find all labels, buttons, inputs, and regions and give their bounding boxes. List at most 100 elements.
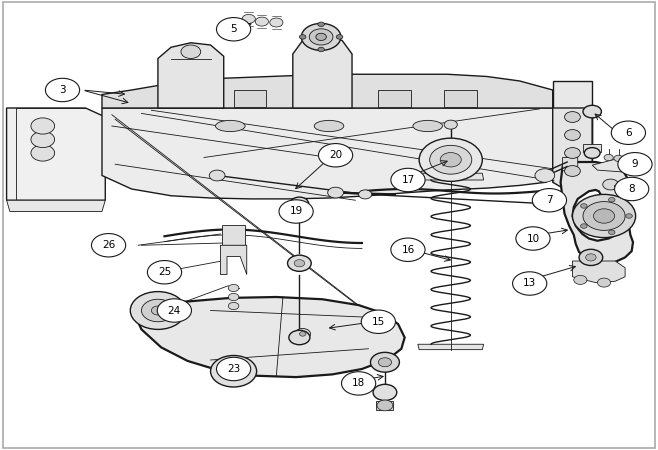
Polygon shape <box>102 108 553 199</box>
Text: 25: 25 <box>158 267 171 277</box>
Circle shape <box>288 255 311 271</box>
Circle shape <box>565 130 580 140</box>
Circle shape <box>533 199 546 208</box>
Circle shape <box>604 154 613 161</box>
Circle shape <box>336 35 343 39</box>
Circle shape <box>535 169 555 182</box>
Circle shape <box>391 168 425 192</box>
Circle shape <box>130 292 186 329</box>
Circle shape <box>516 227 550 250</box>
Polygon shape <box>583 144 601 152</box>
Polygon shape <box>293 36 352 108</box>
Polygon shape <box>132 297 405 377</box>
Circle shape <box>373 384 397 400</box>
Circle shape <box>31 131 55 148</box>
Polygon shape <box>7 108 105 200</box>
Circle shape <box>378 358 392 367</box>
Circle shape <box>361 310 395 333</box>
Polygon shape <box>168 90 201 107</box>
Text: 17: 17 <box>401 175 415 185</box>
Circle shape <box>597 278 611 287</box>
Circle shape <box>391 238 425 261</box>
Circle shape <box>289 330 310 345</box>
Circle shape <box>584 148 600 158</box>
Circle shape <box>565 166 580 176</box>
Circle shape <box>580 204 587 208</box>
Circle shape <box>583 105 601 118</box>
Circle shape <box>31 118 55 134</box>
Circle shape <box>151 306 164 315</box>
Polygon shape <box>572 261 625 283</box>
Circle shape <box>301 23 341 50</box>
Circle shape <box>216 18 251 41</box>
Polygon shape <box>7 200 105 212</box>
Circle shape <box>370 352 399 372</box>
Circle shape <box>147 261 182 284</box>
Circle shape <box>141 299 174 322</box>
Circle shape <box>532 189 567 212</box>
Text: 15: 15 <box>372 317 385 327</box>
Circle shape <box>228 368 239 375</box>
Text: 13: 13 <box>523 279 536 288</box>
Circle shape <box>359 190 372 199</box>
Text: 20: 20 <box>329 150 342 160</box>
Circle shape <box>611 121 645 144</box>
Circle shape <box>565 148 580 158</box>
Circle shape <box>626 214 632 218</box>
Polygon shape <box>561 162 633 263</box>
Circle shape <box>603 179 619 190</box>
Circle shape <box>299 35 306 39</box>
Polygon shape <box>418 173 484 180</box>
Circle shape <box>228 302 239 310</box>
Circle shape <box>318 22 324 27</box>
Polygon shape <box>220 245 247 274</box>
Circle shape <box>565 112 580 122</box>
Circle shape <box>228 293 239 301</box>
Polygon shape <box>158 43 224 108</box>
Circle shape <box>295 328 311 339</box>
Circle shape <box>609 198 615 202</box>
Circle shape <box>580 224 587 228</box>
Circle shape <box>440 153 461 167</box>
Polygon shape <box>234 90 266 107</box>
Text: 23: 23 <box>227 364 240 374</box>
Circle shape <box>579 249 603 266</box>
Circle shape <box>430 145 472 174</box>
Ellipse shape <box>215 120 245 131</box>
Circle shape <box>157 299 191 322</box>
Text: 6: 6 <box>625 128 632 138</box>
Circle shape <box>91 234 126 257</box>
Text: 18: 18 <box>352 378 365 388</box>
Circle shape <box>444 120 457 129</box>
Circle shape <box>181 45 201 58</box>
Polygon shape <box>563 158 578 171</box>
Circle shape <box>614 155 623 162</box>
Polygon shape <box>418 344 484 350</box>
Text: 10: 10 <box>526 234 540 243</box>
Circle shape <box>290 197 309 210</box>
Circle shape <box>513 272 547 295</box>
Text: 19: 19 <box>290 207 303 216</box>
Circle shape <box>228 284 239 292</box>
Text: 9: 9 <box>632 159 638 169</box>
Text: 26: 26 <box>102 240 115 250</box>
Circle shape <box>209 170 225 181</box>
Polygon shape <box>553 108 592 190</box>
Polygon shape <box>553 81 592 182</box>
Circle shape <box>419 138 482 181</box>
Circle shape <box>618 153 652 176</box>
Polygon shape <box>376 401 393 410</box>
Polygon shape <box>102 74 553 108</box>
Circle shape <box>583 202 625 230</box>
Circle shape <box>318 47 324 52</box>
Polygon shape <box>444 90 477 107</box>
Circle shape <box>242 14 255 23</box>
Circle shape <box>574 275 587 284</box>
Circle shape <box>609 230 615 234</box>
Text: 24: 24 <box>168 306 181 315</box>
Text: 7: 7 <box>546 195 553 205</box>
Circle shape <box>318 144 353 167</box>
Circle shape <box>31 145 55 161</box>
Polygon shape <box>222 225 245 245</box>
Text: 3: 3 <box>59 85 66 95</box>
